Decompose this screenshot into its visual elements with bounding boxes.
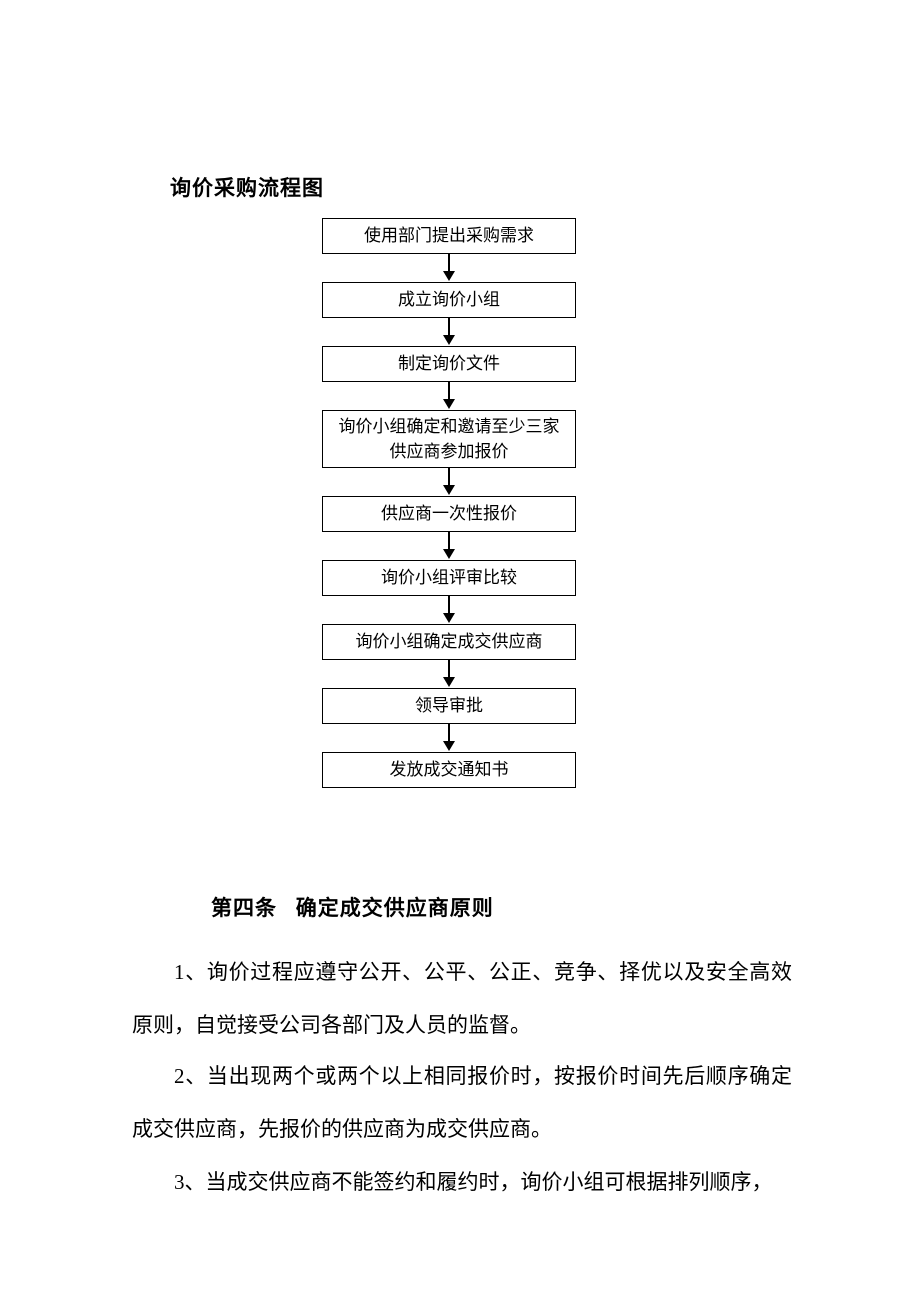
flow-node: 询价小组确定成交供应商 <box>322 624 576 660</box>
flow-node: 询价小组评审比较 <box>322 560 576 596</box>
heading-title: 确定成交供应商原则 <box>296 896 494 920</box>
section-heading: 第四条 确定成交供应商原则 <box>211 892 494 922</box>
flow-node: 领导审批 <box>322 688 576 724</box>
heading-prefix: 第四条 <box>211 896 277 920</box>
paragraph: 1、询价过程应遵守公开、公平、公正、竞争、择优以及安全高效原则，自觉接受公司各部… <box>132 946 792 1051</box>
flow-node: 制定询价文件 <box>322 346 576 382</box>
arrow-icon <box>443 532 455 560</box>
flow-node: 发放成交通知书 <box>322 752 576 788</box>
paragraph: 3、当成交供应商不能签约和履约时，询价小组可根据排列顺序， <box>132 1156 792 1209</box>
arrow-icon <box>443 724 455 752</box>
flow-node: 成立询价小组 <box>322 282 576 318</box>
arrow-icon <box>443 318 455 346</box>
arrow-icon <box>443 468 455 496</box>
flow-node: 供应商一次性报价 <box>322 496 576 532</box>
arrow-icon <box>443 382 455 410</box>
arrow-icon <box>443 254 455 282</box>
arrow-icon <box>443 596 455 624</box>
flow-node: 使用部门提出采购需求 <box>322 218 576 254</box>
arrow-icon <box>443 660 455 688</box>
flow-node: 询价小组确定和邀请至少三家供应商参加报价 <box>322 410 576 468</box>
page-title: 询价采购流程图 <box>170 172 324 202</box>
paragraph: 2、当出现两个或两个以上相同报价时，按报价时间先后顺序确定成交供应商，先报价的供… <box>132 1050 792 1155</box>
flowchart-container: 使用部门提出采购需求 成立询价小组 制定询价文件 询价小组确定和邀请至少三家供应… <box>322 218 576 788</box>
